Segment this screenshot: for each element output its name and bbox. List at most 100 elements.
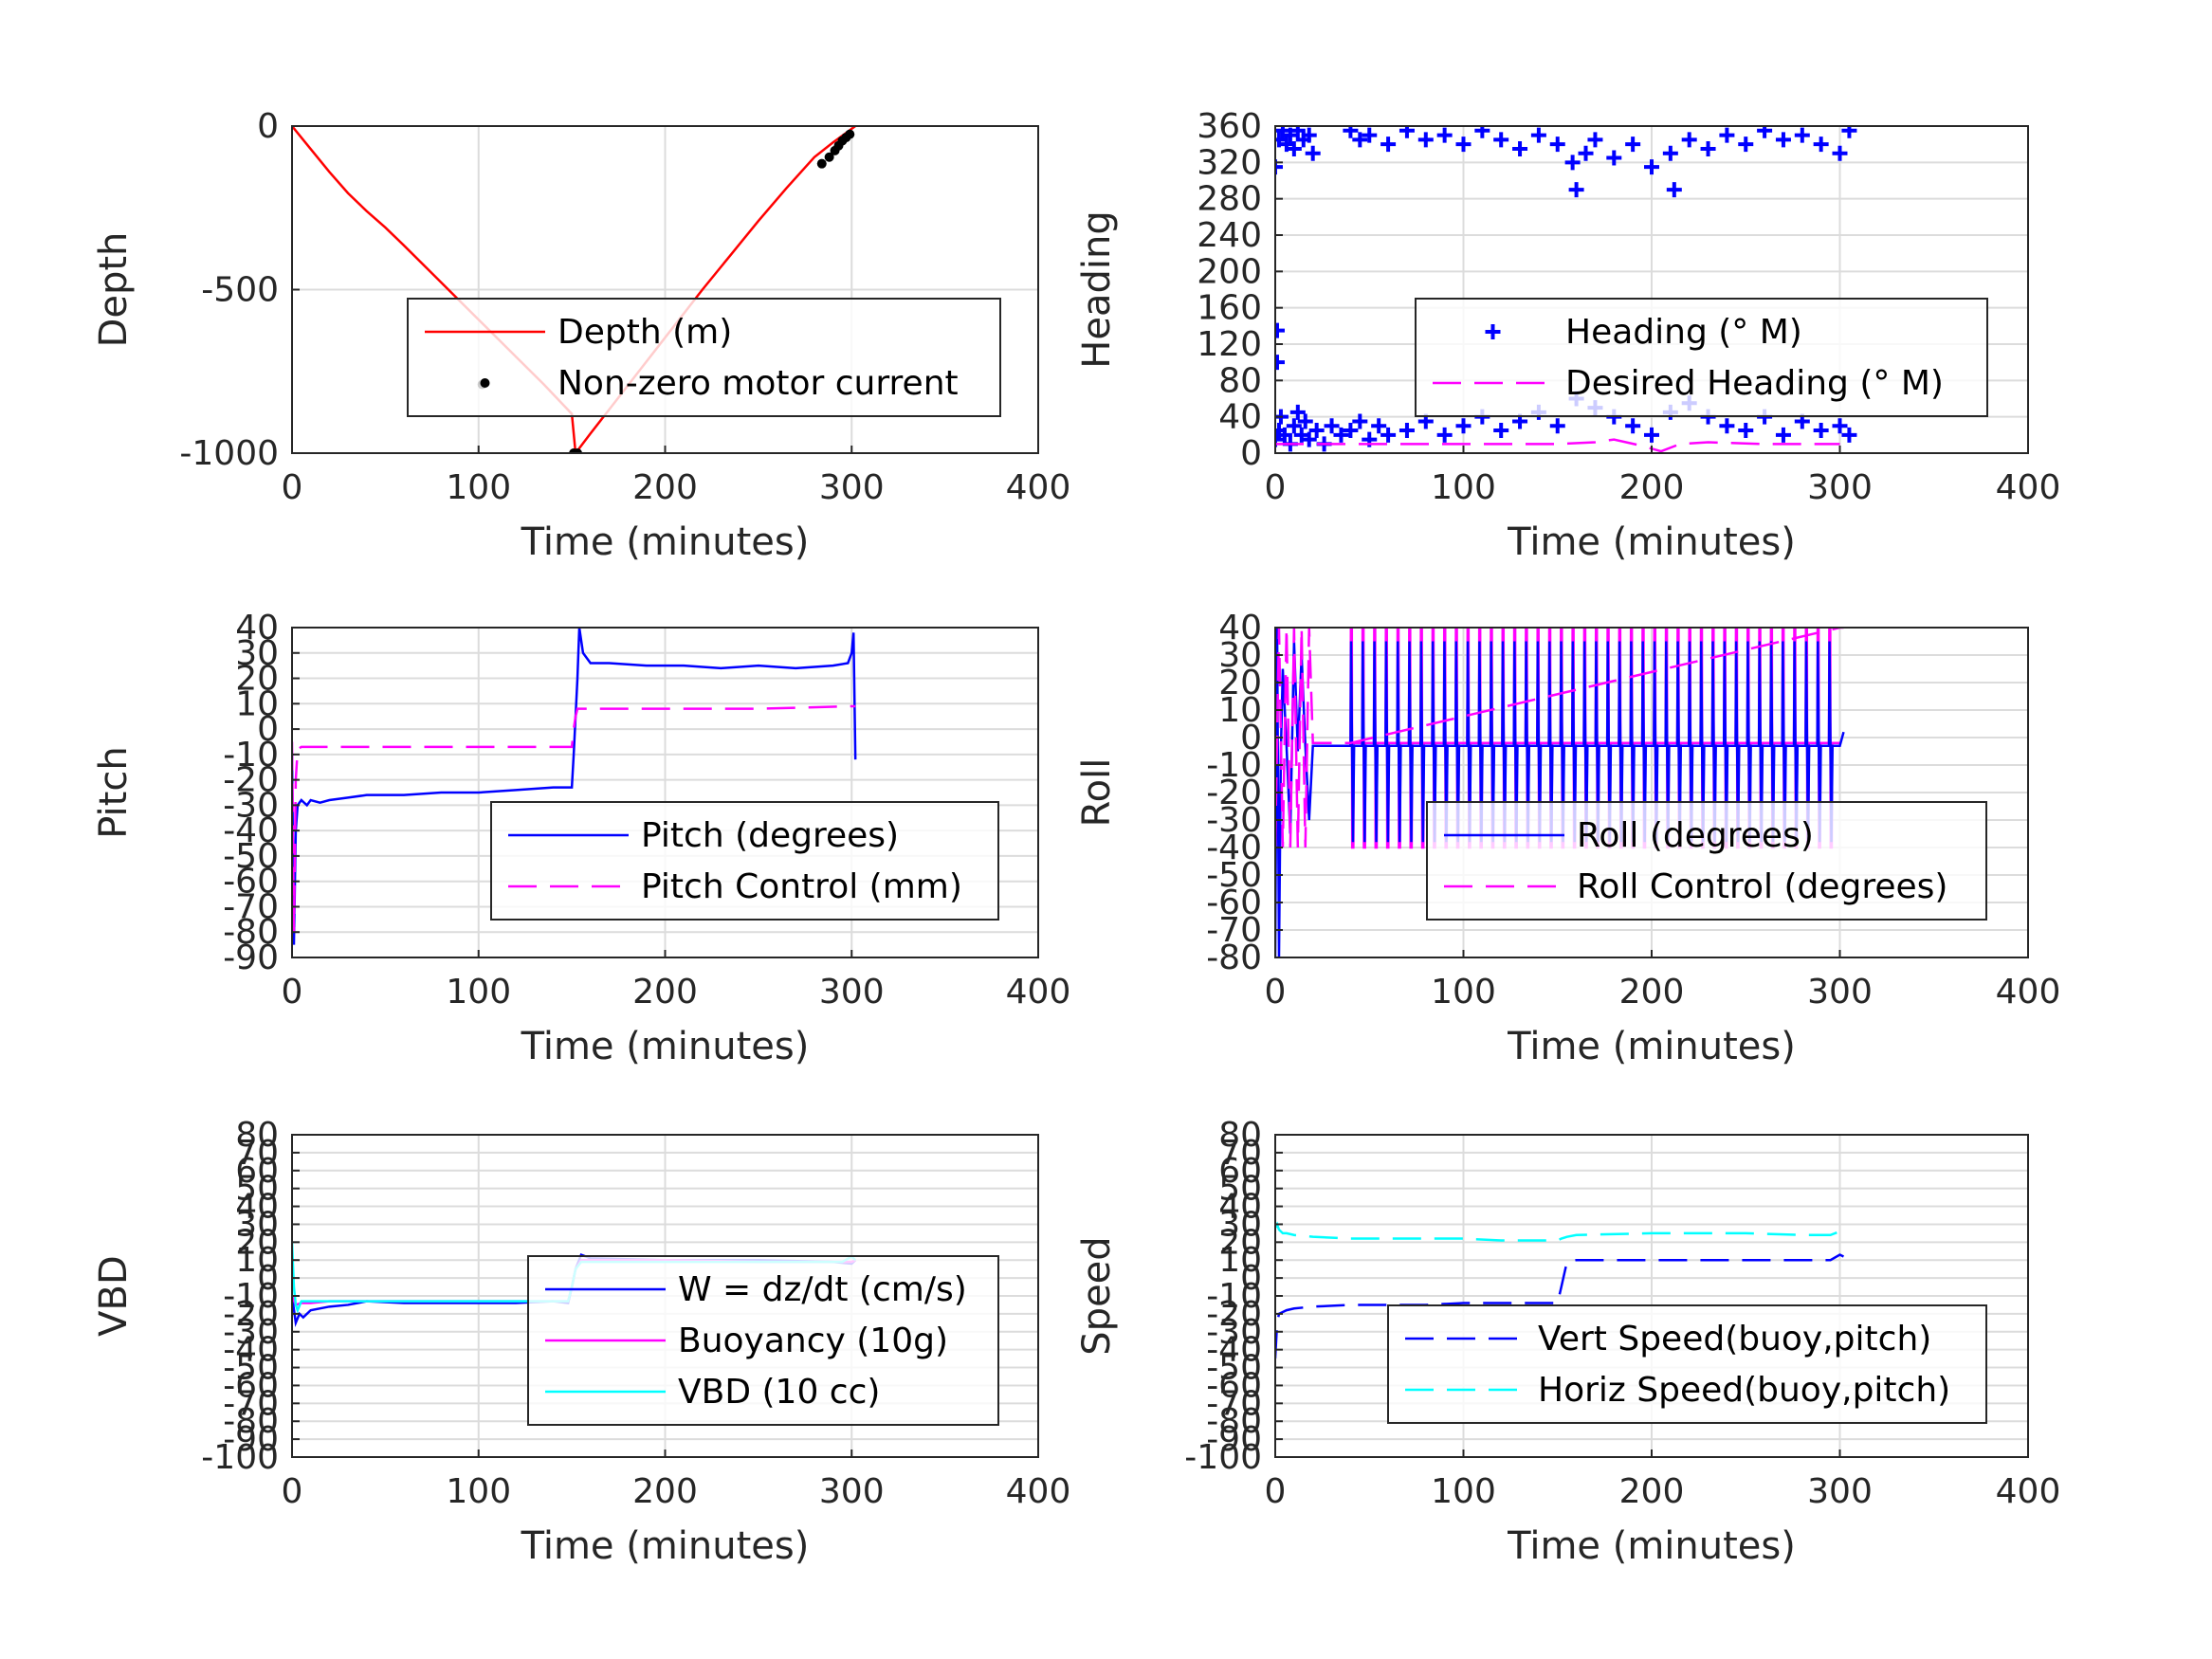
speed-xtick-label: 0 (1265, 1472, 1287, 1511)
heading-series-0-marker (1275, 159, 1283, 175)
speed-ytick-label: -90 (1206, 1420, 1262, 1459)
vbd-ytick-label: -60 (223, 1366, 279, 1405)
heading-series-0-marker (1301, 127, 1317, 143)
heading-xtick-label: 0 (1265, 468, 1287, 507)
vbd-panel: 0 100 200 300 400-100-90-80-70-60-50-40-30-2… (92, 1116, 1070, 1568)
vbd-ytick-label: -70 (223, 1384, 279, 1423)
pitch-ytick-label: -80 (223, 913, 279, 952)
roll-legend-box (1426, 801, 1987, 921)
pitch-ytick-label: -70 (223, 887, 279, 926)
vbd-xtick-label: 100 (446, 1472, 511, 1511)
pitch-legend-label: Pitch Control (mm) (641, 867, 962, 906)
heading-ytick-label: 360 (1197, 107, 1262, 146)
pitch-legend-box (490, 801, 999, 921)
heading-xtick-label: 300 (1807, 468, 1873, 507)
roll-ytick-label: -40 (1206, 829, 1262, 867)
pitch-data (292, 628, 857, 945)
speed-series-1-line (1275, 1221, 1845, 1242)
heading-series-0-marker (1662, 145, 1678, 161)
speed-ytick-label: -40 (1206, 1331, 1262, 1370)
heading-series-0-marker (1738, 137, 1754, 153)
heading-ytick-label: 40 (1218, 398, 1262, 437)
roll-xtick-label: 100 (1431, 973, 1496, 1012)
heading-series-0-marker (1324, 418, 1340, 434)
heading-series-0-marker (1343, 423, 1359, 439)
vbd-ytick-label: 0 (257, 1259, 279, 1298)
heading-series-0-marker (1455, 137, 1472, 153)
depth-ytick-label: -1000 (179, 434, 279, 473)
pitch-ytick-label: -50 (223, 837, 279, 876)
heading-series-0-marker (1417, 132, 1434, 148)
heading-series-0-marker (1549, 137, 1565, 153)
speed-legend: Vert Speed(buoy,pitch) Horiz Speed(buoy,p… (1387, 1304, 1987, 1424)
vbd-ytick-label: 20 (235, 1223, 279, 1262)
heading-series-0-marker (1474, 126, 1490, 138)
heading-series-0-marker (1289, 126, 1306, 138)
heading-series-0-marker (1352, 413, 1368, 429)
heading-series-0-marker (1362, 127, 1378, 143)
depth-xtick-label: 400 (1006, 468, 1071, 507)
depth-ylabel: Depth (92, 232, 136, 348)
speed-xtick-label: 200 (1619, 1472, 1685, 1511)
heading-xtick-label: 200 (1619, 468, 1685, 507)
roll-ytick-label: -10 (1206, 746, 1262, 785)
heading-series-0-marker (1275, 355, 1285, 371)
pitch-ytick-label: 30 (235, 634, 279, 673)
vbd-ytick-label: -80 (223, 1402, 279, 1441)
heading-ylabel: Heading (1075, 210, 1119, 368)
heading-ytick-label: 80 (1218, 361, 1262, 400)
heading-series-0-marker (1681, 132, 1697, 148)
pitch-series-1-line (292, 704, 856, 933)
heading-ytick-label: 240 (1197, 216, 1262, 255)
roll-xtick-label: 300 (1807, 973, 1873, 1012)
heading-ytick-label: 0 (1240, 434, 1262, 473)
roll-ytick-label: 20 (1218, 664, 1262, 702)
roll-ytick-label: 40 (1218, 609, 1262, 647)
heading-series-0-marker (1371, 418, 1387, 434)
speed-ytick-label: -50 (1206, 1349, 1262, 1388)
heading-legend-box (1415, 298, 1988, 417)
heading-series-0-marker (1813, 137, 1829, 153)
heading-series-0-marker (1398, 423, 1415, 439)
vbd-ytick-label: -10 (223, 1277, 279, 1316)
speed-legend-label: Vert Speed(buoy,pitch) (1538, 1320, 1931, 1358)
speed-ytick-label: -20 (1206, 1295, 1262, 1334)
speed-xtick-label: 300 (1807, 1472, 1873, 1511)
roll-ytick-label: -50 (1206, 856, 1262, 895)
pitch-ytick-label: 20 (235, 660, 279, 699)
heading-series-0-marker (1813, 423, 1829, 439)
heading-series-0-marker (1380, 427, 1397, 443)
pitch-ytick-label: -10 (223, 736, 279, 775)
roll-data (1275, 628, 1845, 957)
pitch-panel: 0 100 200 300 400-90-80-70-60-50-40-30-20-10… (92, 609, 1070, 1068)
vbd-legend-label: W = dz/dt (cm/s) (678, 1270, 967, 1309)
heading-series-0-marker (1644, 159, 1659, 175)
vbd-xtick-label: 200 (632, 1472, 698, 1511)
heading-series-0-marker (1493, 132, 1509, 148)
pitch-ytick-label: -90 (223, 939, 279, 977)
pitch-xtick-label: 300 (819, 973, 885, 1012)
heading-series-0-marker (1286, 140, 1302, 156)
heading-ytick-label: 120 (1197, 325, 1262, 364)
vbd-ytick-label: -30 (223, 1313, 279, 1352)
heading-series-1-line (1275, 438, 1840, 453)
depth-xtick-label: 200 (632, 468, 698, 507)
heading-series-0-marker (1455, 418, 1472, 434)
speed-xtick-label: 400 (1996, 1472, 2061, 1511)
heading-series-0-marker (1436, 427, 1453, 443)
roll-ytick-label: 30 (1218, 636, 1262, 675)
depth-xtick-label: 100 (446, 468, 511, 507)
speed-ytick-label: -60 (1206, 1366, 1262, 1405)
heading-series-0-marker (1398, 126, 1415, 138)
roll-xlabel: Time (minutes) (1507, 1025, 1796, 1068)
speed-series-0-line (1275, 1253, 1845, 1359)
speed-ytick-label: -80 (1206, 1402, 1262, 1441)
roll-xtick-label: 400 (1996, 973, 2061, 1012)
heading-series-0-marker (1644, 427, 1659, 443)
pitch-ytick-label: -40 (223, 811, 279, 850)
heading-series-0-marker (1297, 413, 1313, 429)
pitch-xtick-label: 100 (446, 973, 511, 1012)
roll-ytick-label: 0 (1240, 719, 1262, 757)
vbd-legend-label: Buoyancy (10g) (678, 1322, 948, 1360)
